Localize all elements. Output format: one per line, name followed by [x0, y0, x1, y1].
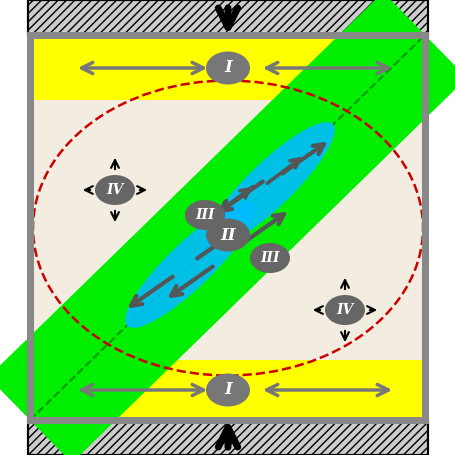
Bar — [30, 360, 425, 420]
Ellipse shape — [125, 202, 255, 328]
Text: III: III — [195, 208, 215, 222]
Ellipse shape — [206, 218, 250, 252]
Bar — [30, 35, 425, 420]
Text: IV: IV — [336, 303, 354, 317]
Text: I: I — [224, 60, 232, 76]
Ellipse shape — [250, 243, 290, 273]
Bar — [28, 420, 428, 455]
Ellipse shape — [206, 374, 250, 406]
Bar — [28, 420, 428, 455]
Text: I: I — [224, 381, 232, 399]
Bar — [30, 35, 425, 100]
Ellipse shape — [325, 295, 365, 325]
Bar — [28, 0, 428, 35]
Text: III: III — [260, 251, 280, 265]
Text: II: II — [220, 227, 236, 243]
Ellipse shape — [206, 51, 250, 85]
Ellipse shape — [205, 122, 335, 248]
Bar — [28, 0, 428, 35]
Bar — [30, 35, 425, 420]
Ellipse shape — [185, 200, 225, 230]
Text: IV: IV — [106, 183, 124, 197]
Ellipse shape — [95, 175, 135, 205]
Bar — [35, 100, 420, 360]
